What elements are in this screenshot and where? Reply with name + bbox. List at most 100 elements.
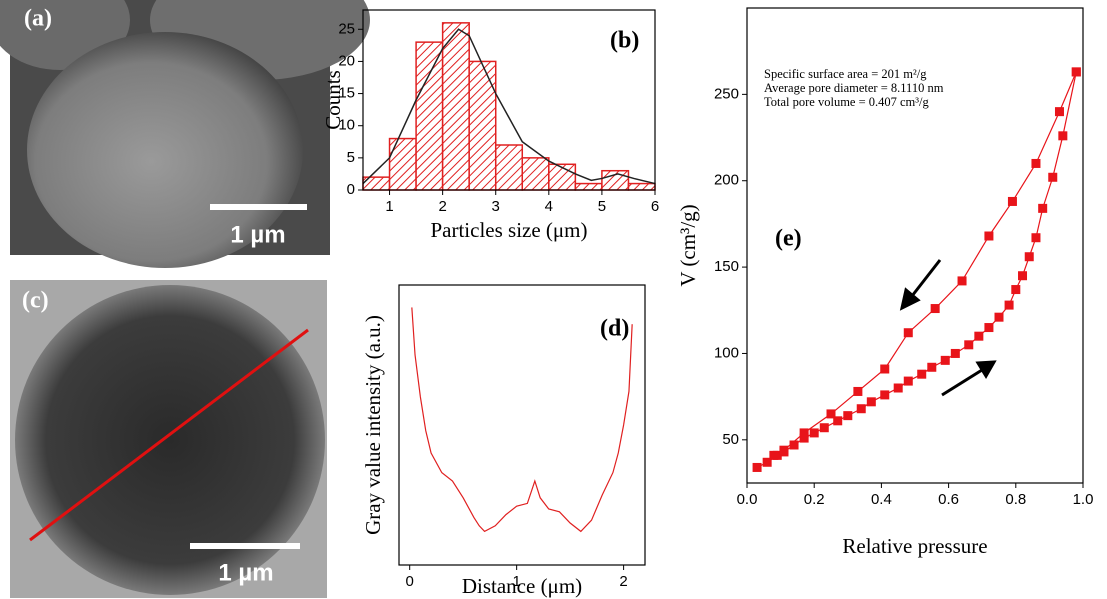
bar xyxy=(627,182,656,191)
marker xyxy=(1024,252,1034,262)
marker xyxy=(853,386,863,396)
y-tick-label: 150 xyxy=(714,258,739,275)
marker xyxy=(940,355,950,365)
scale-bar-label: 1 µm xyxy=(218,559,273,586)
x-tick-label: 3 xyxy=(492,198,500,215)
panel-label: (d) xyxy=(600,316,629,342)
bar xyxy=(415,41,444,191)
marker xyxy=(799,433,809,443)
series-line xyxy=(756,71,1077,468)
x-tick-label: 0.6 xyxy=(938,491,959,508)
panel-label: (b) xyxy=(610,28,639,54)
y-tick-label: 0 xyxy=(347,181,355,198)
marker xyxy=(917,369,927,379)
annotation: Total pore volume = 0.407 cm³/g xyxy=(764,95,930,109)
marker xyxy=(762,457,772,467)
marker xyxy=(903,376,913,386)
x-tick-label: 5 xyxy=(598,198,606,215)
marker xyxy=(957,276,967,286)
panel-label: (e) xyxy=(775,226,802,252)
marker xyxy=(856,404,866,414)
x-tick-label: 0.8 xyxy=(1005,491,1026,508)
x-tick-label: 2 xyxy=(438,198,446,215)
x-tick-label: 0.4 xyxy=(871,491,892,508)
plot-frame xyxy=(746,7,1084,484)
marker xyxy=(866,397,876,407)
x-tick-label: 1 xyxy=(512,573,520,590)
y-tick-label: 250 xyxy=(714,85,739,102)
y-tick-label: 50 xyxy=(722,431,739,448)
marker xyxy=(903,328,913,338)
marker xyxy=(843,411,853,421)
marker xyxy=(1018,271,1028,281)
panel-label: (c) xyxy=(22,288,49,314)
x-tick-label: 6 xyxy=(651,198,659,215)
arrows xyxy=(899,259,997,397)
marker xyxy=(1038,203,1048,213)
y-tick-label: 15 xyxy=(338,85,355,102)
marker xyxy=(833,416,843,426)
x-axis-label: Distance (μm) xyxy=(462,574,582,598)
bar xyxy=(388,137,417,191)
x-tick-label: 1.0 xyxy=(1073,491,1094,508)
plot-frame xyxy=(398,284,646,566)
series-line xyxy=(773,71,1077,456)
x-tick-label: 4 xyxy=(545,198,553,215)
panel-label: (a) xyxy=(24,6,52,32)
marker xyxy=(964,340,974,350)
bar xyxy=(521,157,550,191)
y-tick-label: 100 xyxy=(714,344,739,361)
marker xyxy=(1071,67,1081,77)
y-tick-label: 5 xyxy=(347,149,355,166)
scale-bar-label: 1 µm xyxy=(230,221,285,248)
marker xyxy=(1031,158,1041,168)
marker xyxy=(880,390,890,400)
marker xyxy=(819,423,829,433)
marker xyxy=(1054,107,1064,117)
marker xyxy=(994,312,1004,322)
marker xyxy=(893,383,903,393)
sem-image: (a) 1 µm xyxy=(0,0,370,268)
marker xyxy=(809,428,819,438)
marker xyxy=(826,409,836,419)
marker xyxy=(799,428,809,438)
bar xyxy=(494,144,524,191)
marker xyxy=(927,362,937,372)
x-tick-label: 0 xyxy=(406,573,414,590)
y-tick-label: 20 xyxy=(338,52,355,69)
tem-image: (c) 1 µm xyxy=(10,280,327,598)
y-axis-label: Gray value intensity (a.u.) xyxy=(361,315,385,535)
x-tick-label: 2 xyxy=(619,573,627,590)
y-axis-label: Counts xyxy=(321,70,345,130)
marker xyxy=(779,445,789,455)
annotation: Specific surface area = 201 m²/g xyxy=(764,67,927,81)
marker xyxy=(880,364,890,374)
y-tick-label: 10 xyxy=(338,117,355,134)
marker xyxy=(1031,233,1041,243)
marker xyxy=(930,304,940,314)
marker xyxy=(789,440,799,450)
marker xyxy=(984,231,994,241)
bar xyxy=(574,182,603,191)
marker xyxy=(1004,300,1014,310)
bar xyxy=(468,60,497,191)
marker xyxy=(752,462,762,472)
fit-curve xyxy=(362,28,656,185)
y-tick-label: 200 xyxy=(714,172,739,189)
y-axis-label: V (cm³/g) xyxy=(676,204,700,286)
x-axis-label: Particles size (μm) xyxy=(430,218,587,242)
marker xyxy=(1011,285,1021,295)
bar xyxy=(441,22,470,191)
plot-frame xyxy=(362,9,656,191)
marker xyxy=(1007,196,1017,206)
x-tick-label: 0.2 xyxy=(804,491,825,508)
marker xyxy=(1048,172,1058,182)
marker xyxy=(984,323,994,333)
y-tick-label: 25 xyxy=(338,20,355,37)
x-axis-label: Relative pressure xyxy=(842,534,987,558)
marker xyxy=(769,450,779,460)
marker xyxy=(1058,131,1068,141)
x-tick-label: 0.0 xyxy=(737,491,758,508)
x-tick-label: 1 xyxy=(385,198,393,215)
marker xyxy=(950,348,960,358)
